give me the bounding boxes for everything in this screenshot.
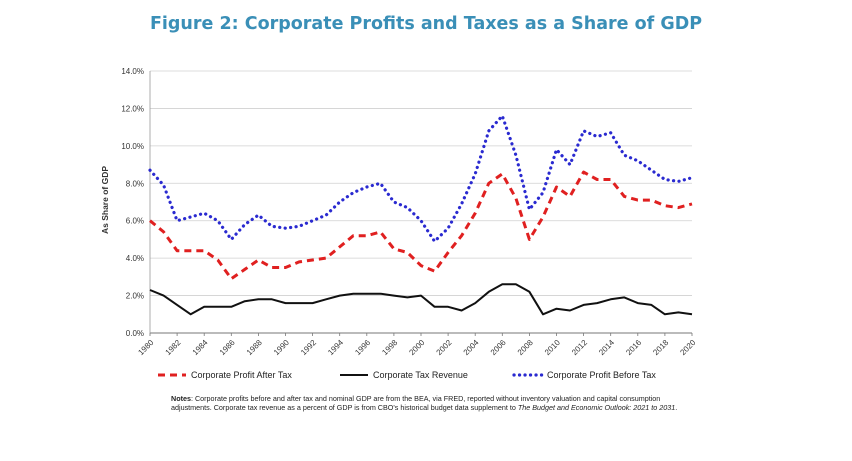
- x-tick-label: 2002: [435, 338, 454, 357]
- x-tick-label: 1994: [326, 338, 345, 357]
- x-tick-label: 1982: [164, 338, 183, 357]
- x-tick-label: 1996: [353, 338, 372, 357]
- x-tick-label: 1998: [380, 338, 399, 357]
- x-tick-label: 2000: [407, 338, 426, 357]
- notes-body: : Corporate profits before and after tax…: [171, 394, 661, 413]
- x-tick-label: 2014: [597, 338, 616, 357]
- y-tick-label: 2.0%: [126, 292, 144, 301]
- notes-text: Notes: Corporate profits before and afte…: [171, 394, 691, 413]
- x-tick-label: 2008: [516, 338, 535, 357]
- y-tick-label: 0.0%: [126, 329, 144, 338]
- y-tick-label: 12.0%: [121, 104, 144, 113]
- notes-label: Notes: [171, 394, 191, 403]
- x-tick-label: 1990: [272, 338, 291, 357]
- x-tick-label: 2020: [678, 338, 697, 357]
- y-tick-label: 10.0%: [121, 142, 144, 151]
- series-lines: [148, 114, 694, 316]
- y-axis-label: As Share of GDP: [100, 166, 110, 234]
- x-tick-label: 2016: [624, 338, 643, 357]
- notes-book-title: The Budget and Economic Outlook: 2021 to…: [517, 403, 676, 413]
- x-tick-label: 2012: [570, 338, 589, 357]
- x-tick-label: 2004: [462, 338, 481, 357]
- y-tick-label: 14.0%: [121, 67, 144, 76]
- x-tick-label: 1992: [299, 338, 318, 357]
- x-tick-labels: 1980 1982 1984 1986 1988 1990 1992 1994 1996 1998…: [136, 338, 697, 357]
- x-tick-label: 1984: [191, 338, 210, 357]
- legend-label-2: Corporate Tax Revenue: [373, 370, 468, 380]
- y-tick-label: 6.0%: [126, 217, 144, 226]
- y-tick-labels: 0.0% 2.0% 4.0% 6.0% 8.0% 10.0% 12.0% 14.0%: [121, 67, 144, 338]
- legend-label-1: Corporate Profit After Tax: [191, 370, 292, 380]
- x-tick-label: 1980: [136, 338, 155, 357]
- series-line-2: [149, 283, 693, 316]
- x-tick-label: 2010: [543, 338, 562, 357]
- series-line-3: [148, 114, 694, 243]
- notes-end: .: [675, 403, 678, 413]
- x-tick-label: 1988: [245, 338, 264, 357]
- x-tick-label: 1986: [218, 338, 237, 357]
- legend: Corporate Profit After Tax Corporate Tax …: [158, 370, 656, 380]
- y-tick-label: 8.0%: [126, 179, 144, 188]
- x-tick-label: 2006: [489, 338, 508, 357]
- legend-label-3: Corporate Profit Before Tax: [547, 370, 656, 380]
- gridlines: [150, 70, 692, 296]
- page-title: Figure 2: Corporate Profits and Taxes as…: [149, 14, 703, 34]
- series-line-1: [149, 170, 693, 281]
- axes: [149, 71, 693, 336]
- y-tick-label: 4.0%: [126, 254, 144, 263]
- x-tick-label: 2018: [651, 338, 670, 357]
